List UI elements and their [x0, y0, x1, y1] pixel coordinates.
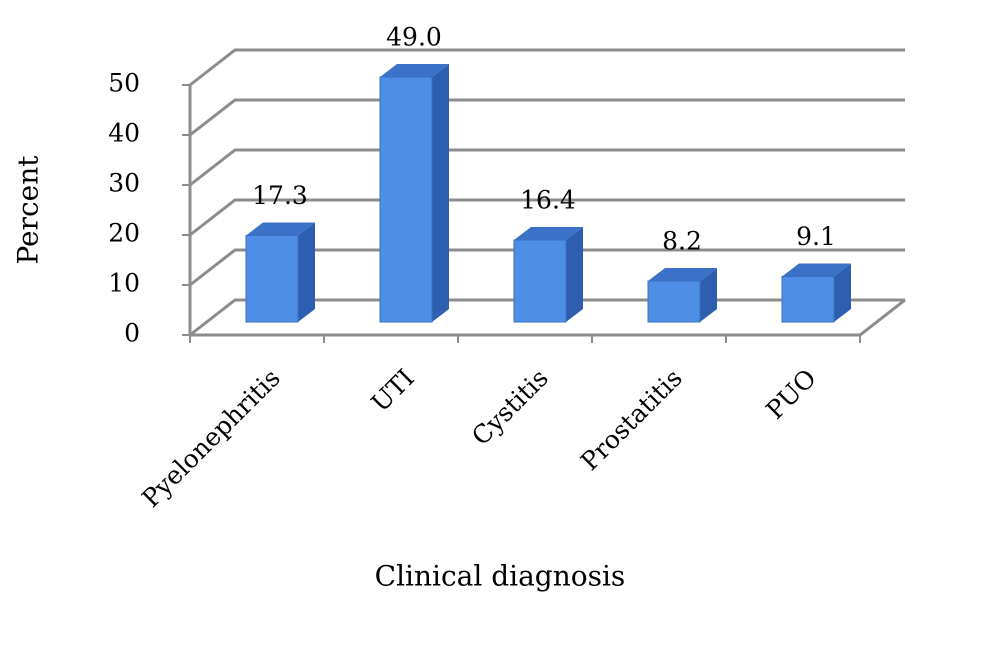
- y-tick-label: 20: [108, 219, 140, 248]
- bar-side: [700, 268, 717, 322]
- x-tick-label: PUO: [760, 363, 821, 424]
- y-tick-label: 40: [108, 119, 140, 148]
- bar: [647, 280, 701, 323]
- grid-line: [189, 248, 905, 287]
- x-tick-label: Prostatitis: [575, 363, 688, 476]
- bar: [245, 235, 299, 323]
- value-label: 49.0: [386, 23, 442, 52]
- bar-top: [380, 64, 449, 77]
- x-tick-label: Pyelonephritis: [136, 363, 286, 513]
- bar-side: [566, 227, 583, 322]
- bar-top: [782, 263, 851, 277]
- bar-top: [648, 268, 717, 281]
- y-tick-label: 30: [108, 169, 140, 198]
- x-axis-label: Clinical diagnosis: [375, 560, 626, 593]
- grid-line: [189, 48, 905, 87]
- x-tick-label: Cystitis: [466, 363, 554, 451]
- y-tick-label: 10: [108, 269, 140, 298]
- y-tick-label: 0: [124, 319, 140, 348]
- bar: [781, 276, 835, 323]
- grid-line: [189, 198, 905, 237]
- value-label: 8.2: [662, 227, 702, 256]
- value-label: 9.1: [796, 222, 836, 251]
- bar: [379, 76, 433, 323]
- bar-side: [432, 64, 449, 322]
- value-label: 17.3: [252, 181, 308, 210]
- y-axis-label: Percent: [12, 155, 45, 265]
- grid-line: [189, 148, 905, 187]
- grid-line: [189, 98, 905, 137]
- bar-top: [246, 222, 315, 236]
- y-tick-label: 50: [108, 69, 140, 98]
- value-label: 16.4: [520, 186, 576, 215]
- x-tick-label: UTI: [366, 363, 420, 417]
- bar: [513, 239, 567, 323]
- bar-side: [834, 263, 851, 322]
- bar-side: [298, 222, 315, 322]
- bar-top: [514, 227, 583, 240]
